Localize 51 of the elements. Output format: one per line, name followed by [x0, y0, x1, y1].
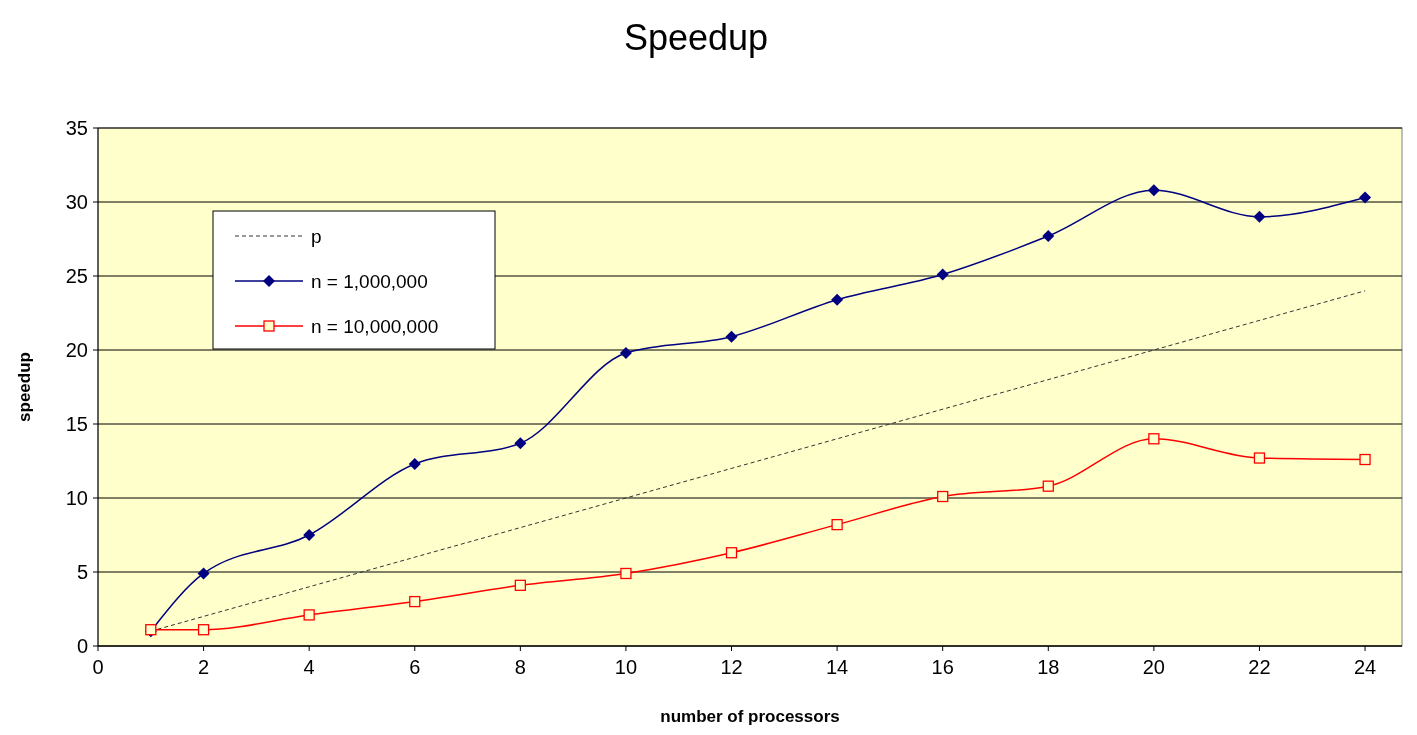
x-tick-label: 24 [1353, 656, 1377, 678]
x-tick-label: 22 [1248, 656, 1271, 678]
point [303, 529, 316, 541]
point [1253, 452, 1266, 464]
x-tick-label: 8 [514, 656, 526, 678]
x-tick-label: 2 [198, 656, 210, 678]
point [620, 567, 632, 580]
y-tick-label: 25 [65, 265, 88, 287]
point [1359, 191, 1372, 204]
point [937, 490, 949, 503]
point [936, 268, 949, 281]
y-tick-label: 5 [76, 561, 88, 583]
x-tick-label: 18 [1037, 656, 1060, 678]
point [1148, 433, 1160, 445]
legend-label: n = 10,000,000 [311, 315, 439, 337]
x-tick-label: 12 [720, 656, 743, 678]
legend-label: n = 1,000,000 [311, 270, 428, 292]
point [303, 609, 315, 621]
y-tick-label: 10 [65, 487, 88, 509]
x-tick-label: 20 [1142, 656, 1165, 678]
point [197, 624, 210, 636]
y-tick-label: 30 [65, 191, 88, 213]
point [409, 595, 421, 608]
point [1042, 230, 1055, 243]
point [514, 437, 527, 450]
point [408, 457, 421, 470]
point [725, 330, 738, 343]
x-axis-title: number of processors [660, 707, 840, 726]
x-tick-label: 4 [303, 656, 315, 678]
legend-label: p [311, 225, 322, 247]
x-tick-label: 6 [409, 656, 421, 678]
x-tick-label: 0 [92, 656, 104, 678]
point [1253, 210, 1266, 223]
y-tick-label: 0 [76, 635, 88, 657]
x-tick-label: 16 [931, 656, 954, 678]
point [831, 518, 843, 531]
point [1359, 453, 1371, 466]
point [1147, 184, 1160, 197]
point [1042, 480, 1054, 492]
y-tick-label: 35 [65, 117, 88, 139]
y-tick-label: 15 [65, 413, 88, 435]
x-tick-label: 10 [614, 656, 638, 678]
x-tick-label: 14 [825, 656, 849, 678]
point [725, 547, 738, 559]
point [831, 293, 844, 306]
point [197, 567, 210, 580]
y-tick-label: 20 [65, 339, 88, 361]
y-axis-title: speedup [15, 352, 34, 422]
point [514, 579, 526, 591]
point [619, 346, 632, 359]
chart-title: Speedup [623, 17, 769, 58]
